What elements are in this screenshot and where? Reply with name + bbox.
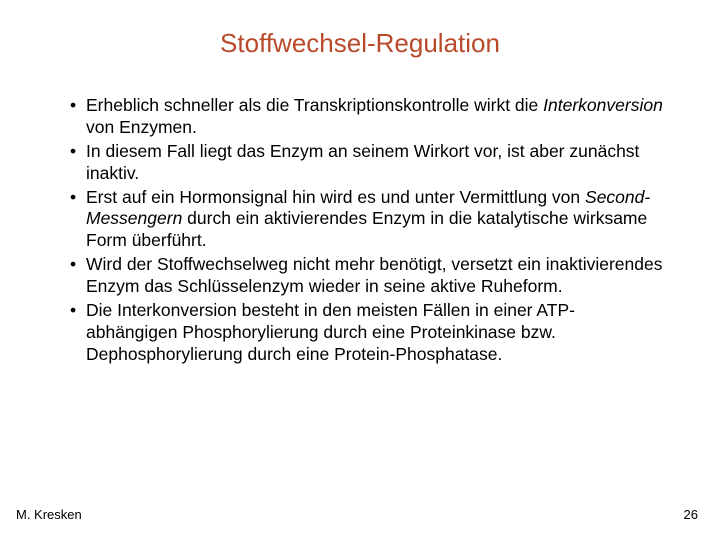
- slide-title: Stoffwechsel-Regulation: [54, 28, 666, 59]
- bullet-item: Wird der Stoffwechselweg nicht mehr benö…: [70, 254, 666, 298]
- footer-author: M. Kresken: [16, 507, 82, 522]
- bullet-item: Erst auf ein Hormonsignal hin wird es un…: [70, 187, 666, 253]
- bullet-list: Erheblich schneller als die Transkriptio…: [54, 95, 666, 366]
- bullet-text-part: von Enzymen.: [86, 117, 197, 137]
- bullet-item: Erheblich schneller als die Transkriptio…: [70, 95, 666, 139]
- bullet-text-part: In diesem Fall liegt das Enzym an seinem…: [86, 141, 639, 183]
- footer-page-number: 26: [684, 507, 698, 522]
- bullet-text-part: Interkonversion: [543, 95, 663, 115]
- bullet-item: In diesem Fall liegt das Enzym an seinem…: [70, 141, 666, 185]
- slide: Stoffwechsel-Regulation Erheblich schnel…: [0, 0, 720, 540]
- bullet-text-part: Die Interkonversion besteht in den meist…: [86, 300, 575, 364]
- bullet-text-part: Erst auf ein Hormonsignal hin wird es un…: [86, 187, 585, 207]
- bullet-text-part: Erheblich schneller als die Transkriptio…: [86, 95, 543, 115]
- bullet-item: Die Interkonversion besteht in den meist…: [70, 300, 666, 366]
- bullet-text-part: Wird der Stoffwechselweg nicht mehr benö…: [86, 254, 662, 296]
